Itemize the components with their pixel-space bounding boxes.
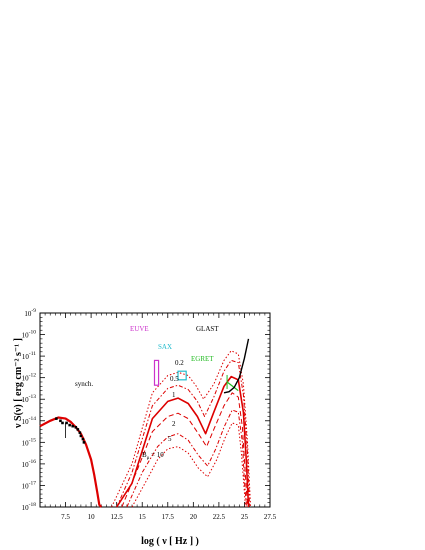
ic-curve-5 — [126, 409, 247, 508]
y-tick-base: 10 — [22, 461, 30, 469]
synchrotron-curve — [39, 416, 103, 508]
x-tick-label: 17.5 — [162, 513, 175, 521]
x-tick-label: 15 — [139, 513, 147, 521]
egret-spectrum — [226, 381, 239, 392]
euve-box — [153, 359, 160, 386]
curve-label-b10: Bμ = 10 — [142, 451, 164, 461]
y-tick-base: 10 — [22, 332, 30, 340]
radio-data-point — [71, 424, 75, 428]
radio-data-point — [59, 419, 62, 423]
y-tick-exponent: -11 — [29, 351, 36, 357]
x-tick-labels: 7.5 10 12.5 15 17.5 20 22.5 25 27.5 — [61, 513, 276, 521]
y-tick-base: 10 — [22, 504, 30, 512]
curve-label-0.2: 0.2 — [175, 359, 184, 367]
y-tick-label: 10-16 — [22, 459, 37, 469]
glast-sensitivity — [223, 338, 250, 394]
label-egret: EGRET — [191, 355, 214, 363]
x-tick-label: 27.5 — [264, 513, 277, 521]
y-tick-exponent: -12 — [29, 373, 37, 379]
radio-data-point — [82, 441, 86, 444]
y-tick-label: 10-10 — [22, 330, 37, 340]
observations — [55, 338, 250, 444]
radio-data-point — [55, 417, 58, 420]
y-tick-base: 10 — [22, 396, 30, 404]
y-tick-base: 10 — [22, 439, 30, 447]
curve-label-1: 1 — [172, 391, 176, 399]
model-curves — [39, 350, 252, 508]
y-tick-label: 10-13 — [22, 394, 37, 404]
y-tick-label: 10-9 — [24, 308, 36, 318]
radio-data-point — [65, 421, 68, 425]
label-sax: SAX — [158, 343, 172, 351]
y-tick-exponent: -16 — [29, 459, 37, 465]
radio-data-point — [76, 428, 80, 431]
ic-curve-2 — [121, 392, 248, 508]
y-tick-base: 10 — [24, 310, 32, 318]
x-tick-label: 20 — [190, 513, 198, 521]
label-synch: synch. — [75, 380, 93, 388]
y-tick-label: 10-14 — [22, 416, 37, 426]
sax-box — [177, 370, 187, 381]
x-tick-label: 10 — [88, 513, 96, 521]
radio-data-point — [78, 431, 82, 434]
label-glast: GLAST — [196, 325, 219, 333]
b10-subscript: μ — [147, 456, 150, 461]
y-tick-exponent: -13 — [29, 394, 37, 400]
y-tick-base: 10 — [22, 418, 30, 426]
ic-curve-1 — [116, 375, 250, 508]
y-tick-exponent: -17 — [29, 480, 37, 486]
b10-value: = 10 — [149, 451, 164, 459]
curve-label-5: 5 — [168, 435, 172, 443]
y-tick-label: 10-17 — [22, 480, 37, 490]
y-tick-exponent: -14 — [29, 416, 37, 422]
y-tick-exponent: -18 — [29, 502, 37, 508]
radio-data-point — [81, 437, 85, 441]
y-tick-label: 10-18 — [22, 502, 37, 512]
y-tick-base: 10 — [22, 375, 30, 383]
b10-symbol: B — [142, 451, 147, 459]
y-tick-base: 10 — [22, 482, 30, 490]
y-tick-exponent: -15 — [29, 437, 37, 443]
y-tick-base: 10 — [22, 353, 30, 361]
y-tick-labels: 10-910-1010-1110-1210-1310-1410-1510-161… — [22, 308, 37, 512]
x-tick-label: 7.5 — [61, 513, 70, 521]
ic-curve-10 — [131, 422, 246, 508]
y-tick-exponent: -9 — [31, 308, 36, 314]
radio-data-point — [79, 434, 83, 438]
radio-data-point — [68, 423, 71, 427]
axis-ticks — [40, 312, 271, 508]
curve-label-2: 2 — [172, 420, 176, 428]
ic-curve-0.5 — [116, 359, 251, 508]
y-tick-label: 10-12 — [22, 373, 37, 383]
y-tick-label: 10-11 — [22, 351, 36, 361]
x-tick-label: 22.5 — [213, 513, 226, 521]
x-tick-label: 12.5 — [111, 513, 124, 521]
curve-label-0.5: 0.5 — [170, 375, 179, 383]
y-axis-title: ν S(ν) [ erg cm⁻² s⁻¹ ] — [13, 338, 24, 429]
x-tick-label: 25 — [241, 513, 249, 521]
x-axis-title: log ( ν [ Hz ] ) — [141, 536, 199, 547]
plot-frame — [39, 312, 271, 508]
radio-data-point — [61, 421, 64, 425]
radio-data-point — [74, 425, 78, 429]
y-tick-exponent: -10 — [29, 330, 37, 336]
label-euve: EUVE — [130, 325, 149, 333]
y-tick-label: 10-15 — [22, 437, 37, 447]
